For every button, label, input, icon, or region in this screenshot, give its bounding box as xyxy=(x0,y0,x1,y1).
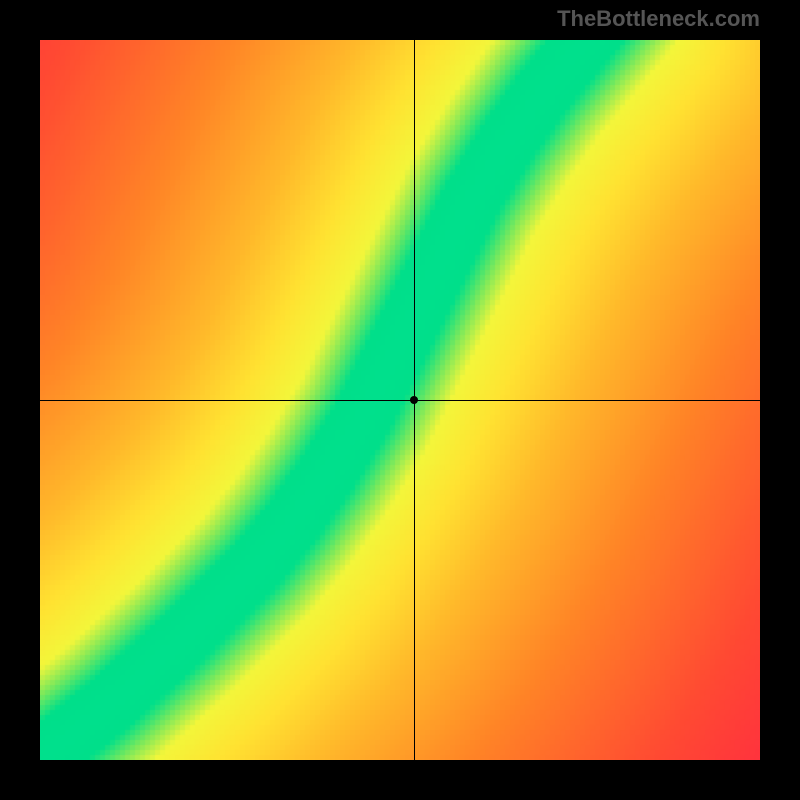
watermark-text: TheBottleneck.com xyxy=(557,6,760,32)
crosshair-marker xyxy=(410,396,418,404)
plot-area xyxy=(40,40,760,760)
crosshair-horizontal xyxy=(40,400,760,401)
